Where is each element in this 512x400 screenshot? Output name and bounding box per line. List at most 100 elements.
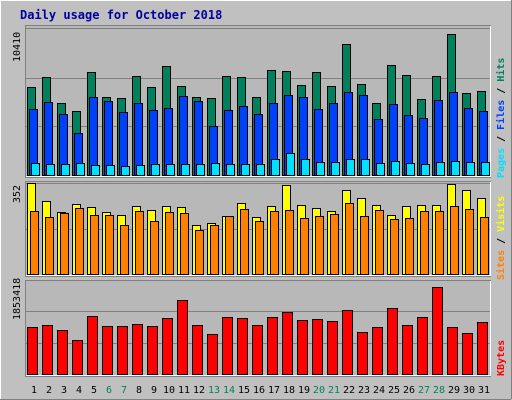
visits-sites-bars xyxy=(27,183,489,275)
sites-bar-day-22 xyxy=(345,203,354,275)
kbytes-bar-day-20 xyxy=(312,319,323,375)
hits-files-pages-panel: 10410 Pages / Files / Hits xyxy=(12,25,507,178)
pages-bar-day-6 xyxy=(106,165,115,176)
kbytes-bar-day-31 xyxy=(477,322,488,375)
kbytes-bars xyxy=(27,287,488,375)
kbytes-bar-day-19 xyxy=(297,320,308,375)
pages-bar-day-9 xyxy=(151,164,160,176)
day-label-26: 26 xyxy=(403,385,415,396)
pages-bar-day-30 xyxy=(466,162,475,176)
kbytes-panel: 1853418 KBytes xyxy=(12,278,507,377)
pages-bar-day-10 xyxy=(166,164,175,176)
legend-hits: Hits xyxy=(495,58,507,82)
day-label-5: 5 xyxy=(91,385,97,396)
day-label-16: 16 xyxy=(253,385,265,396)
pages-bar-day-20 xyxy=(316,162,325,176)
kbytes-bar-day-6 xyxy=(102,326,113,375)
kbytes-bar-day-11 xyxy=(177,300,188,375)
day-label-10: 10 xyxy=(163,385,175,396)
day-label-31: 31 xyxy=(478,385,490,396)
kbytes-legend: KBytes xyxy=(496,340,507,376)
sites-bar-day-8 xyxy=(135,211,144,275)
pages-bar-day-23 xyxy=(361,159,370,176)
kbytes-bar-day-10 xyxy=(162,318,173,375)
kbytes-bar-day-30 xyxy=(462,333,473,375)
day-label-27: 27 xyxy=(418,385,430,396)
sites-bar-day-21 xyxy=(330,214,339,275)
legend-pages: Pages xyxy=(496,148,507,178)
pages-bar-day-11 xyxy=(181,164,190,176)
files-bar-day-5 xyxy=(89,97,98,176)
kbytes-bar-day-27 xyxy=(417,317,428,375)
kbytes-bar-day-15 xyxy=(237,318,248,375)
sites-bar-day-12 xyxy=(195,230,204,275)
kbytes-bar-day-2 xyxy=(42,325,53,375)
sites-bar-day-28 xyxy=(435,211,444,275)
kbytes-bar-day-17 xyxy=(267,317,278,375)
sites-bar-day-13 xyxy=(210,225,219,275)
sites-bar-day-26 xyxy=(405,218,414,275)
sites-bar-day-2 xyxy=(45,217,54,275)
pages-bar-day-2 xyxy=(46,164,55,176)
legend-visits: Visits xyxy=(495,196,507,232)
pages-bar-day-31 xyxy=(481,162,490,176)
sites-bar-day-31 xyxy=(480,217,489,275)
pages-bar-day-18 xyxy=(286,153,295,176)
pages-bar-day-15 xyxy=(241,164,250,176)
sites-bar-day-20 xyxy=(315,216,324,275)
day-label-25: 25 xyxy=(388,385,400,396)
svg-text:KBytes: KBytes xyxy=(496,340,507,376)
sites-bar-day-9 xyxy=(150,221,159,275)
day-label-11: 11 xyxy=(178,385,190,396)
pages-bar-day-12 xyxy=(196,164,205,176)
pages-bar-day-7 xyxy=(121,166,130,176)
sites-bar-day-27 xyxy=(420,211,429,275)
files-bar-day-6 xyxy=(104,101,113,176)
legend-sites: Sites xyxy=(495,250,507,280)
files-bar-day-8 xyxy=(134,103,143,176)
sites-bar-day-6 xyxy=(105,215,114,275)
day-label-30: 30 xyxy=(463,385,475,396)
sites-bar-day-11 xyxy=(180,213,189,275)
day-label-29: 29 xyxy=(448,385,460,396)
pages-bar-day-22 xyxy=(346,159,355,176)
sites-bar-day-14 xyxy=(225,216,234,275)
kbytes-bar-day-16 xyxy=(252,325,263,375)
hits-ytick-label: 10410 xyxy=(12,32,23,62)
kbytes-bar-day-28 xyxy=(432,287,443,375)
pages-bar-day-1 xyxy=(31,163,40,176)
kbytes-bar-day-9 xyxy=(147,326,158,375)
day-label-1: 1 xyxy=(31,385,37,396)
sites-bar-day-16 xyxy=(255,221,264,275)
svg-text:Pages / Files / Hits: Pages / Files / Hits xyxy=(495,58,507,178)
day-label-3: 3 xyxy=(61,385,67,396)
pages-bar-day-27 xyxy=(421,164,430,176)
hits-files-pages-bars xyxy=(27,34,490,176)
day-label-19: 19 xyxy=(298,385,310,396)
day-label-7: 7 xyxy=(121,385,127,396)
sites-bar-day-29 xyxy=(450,206,459,275)
pages-bar-day-19 xyxy=(301,159,310,176)
kbytes-bar-day-7 xyxy=(117,326,128,375)
kbytes-bar-day-1 xyxy=(27,327,38,375)
files-bar-day-11 xyxy=(179,96,188,176)
day-label-20: 20 xyxy=(313,385,325,396)
hits-legend: Pages / Files / Hits xyxy=(495,58,507,178)
day-label-22: 22 xyxy=(343,385,355,396)
kbytes-bar-day-13 xyxy=(207,334,218,375)
pages-bar-day-29 xyxy=(451,161,460,176)
pages-bar-day-24 xyxy=(376,163,385,176)
kbytes-bar-day-23 xyxy=(357,332,368,375)
legend-kbytes: KBytes xyxy=(496,340,507,376)
visits-legend: Sites / Visits xyxy=(495,196,507,280)
visits-ytick-label: 352 xyxy=(12,185,23,203)
kbytes-bar-day-21 xyxy=(327,321,338,375)
pages-bar-day-3 xyxy=(61,164,70,176)
day-label-4: 4 xyxy=(76,385,82,396)
pages-bar-day-5 xyxy=(91,165,100,176)
pages-bar-day-17 xyxy=(271,159,280,176)
pages-bar-day-14 xyxy=(226,164,235,176)
pages-bar-day-16 xyxy=(256,164,265,176)
day-label-23: 23 xyxy=(358,385,370,396)
